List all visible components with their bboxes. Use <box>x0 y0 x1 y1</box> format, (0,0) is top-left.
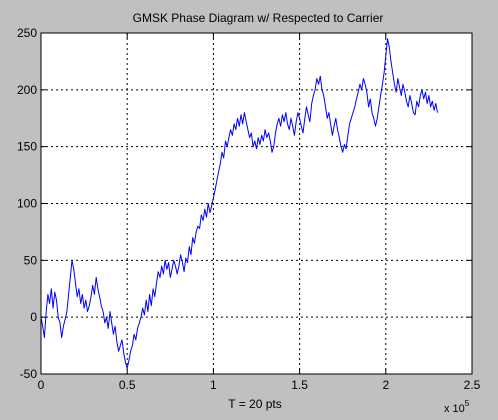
x-axis-label: T = 20 pts <box>228 397 281 411</box>
chart-title: GMSK Phase Diagram w/ Respected to Carri… <box>133 11 384 25</box>
tick-marks <box>40 32 473 375</box>
y-tick-label: 50 <box>24 253 38 267</box>
x-tick-label: 2.5 <box>464 378 481 392</box>
x-axis-multiplier-base: x 10 <box>444 403 465 415</box>
y-tick-label: 200 <box>17 83 37 97</box>
x-tick-label: 1 <box>210 378 217 392</box>
x-axis-multiplier: x 105 <box>444 399 470 415</box>
x-tick-label: 0.5 <box>119 378 136 392</box>
x-axis-multiplier-exponent: 5 <box>465 399 470 408</box>
y-tick-label: 250 <box>17 26 37 40</box>
y-tick-label: 100 <box>17 197 37 211</box>
series-layer <box>40 38 438 369</box>
x-tick-label: 2 <box>382 378 389 392</box>
x-tick-label: 1.5 <box>291 378 308 392</box>
series-line <box>40 38 438 369</box>
y-tick-label: -50 <box>20 367 38 381</box>
y-tick-label: 0 <box>30 310 37 324</box>
y-tick-label: 150 <box>17 140 37 154</box>
x-tick-label: 0 <box>38 378 45 392</box>
